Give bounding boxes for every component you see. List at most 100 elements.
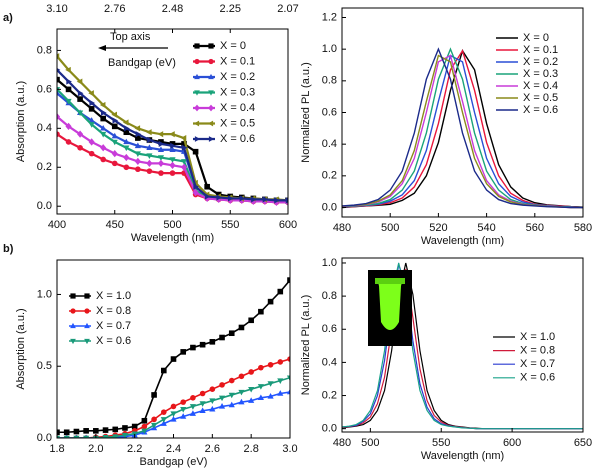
y-tick-label: 0.2 xyxy=(322,170,337,182)
y-tick-label: 0.5 xyxy=(37,360,52,372)
legend-label: X = 0 xyxy=(220,40,246,52)
x-tick-label: 550 xyxy=(221,219,239,231)
marker xyxy=(204,193,211,200)
marker xyxy=(267,381,274,387)
panel-label: a) xyxy=(3,12,13,24)
legend-marker xyxy=(208,58,214,65)
x-tick-label: 2.0 xyxy=(88,443,103,455)
marker xyxy=(88,150,95,157)
marker xyxy=(57,429,60,436)
legend-label: X = 0.8 xyxy=(96,305,131,317)
y-tick-label: 0.6 xyxy=(37,83,52,95)
marker xyxy=(180,407,187,413)
marker xyxy=(57,76,60,83)
marker xyxy=(89,99,96,107)
legend-label: X = 0.6 xyxy=(96,335,131,347)
marker xyxy=(169,161,176,169)
marker xyxy=(146,144,153,151)
marker xyxy=(238,373,245,380)
marker xyxy=(158,139,164,145)
y-tick-label: 0.2 xyxy=(322,389,337,401)
marker xyxy=(286,375,290,382)
legend-label: X = 1.0 xyxy=(520,331,555,343)
marker xyxy=(57,87,61,93)
x-tick-label: 3.0 xyxy=(282,443,297,455)
marker xyxy=(180,349,187,355)
marker xyxy=(204,194,211,203)
marker xyxy=(83,435,90,438)
marker xyxy=(189,404,196,410)
marker xyxy=(57,435,61,438)
legend-marker xyxy=(208,90,214,96)
marker xyxy=(65,139,72,145)
marker xyxy=(73,428,80,435)
marker xyxy=(219,382,225,388)
legend-marker xyxy=(194,73,200,80)
legend-label: X = 0.4 xyxy=(523,80,558,92)
marker xyxy=(100,156,106,163)
x-tick-label: 500 xyxy=(361,437,379,449)
legend-label: X = 0.3 xyxy=(523,68,558,80)
x-tick-label: 2.8 xyxy=(244,443,259,455)
marker xyxy=(170,142,176,149)
marker xyxy=(77,130,84,138)
marker xyxy=(93,428,99,434)
x-tick-label: 480 xyxy=(333,222,351,234)
marker xyxy=(112,117,119,124)
x-tick-label: 600 xyxy=(503,437,521,449)
marker xyxy=(189,410,196,416)
marker xyxy=(248,386,255,393)
marker xyxy=(204,183,210,190)
legend-marker xyxy=(208,43,214,49)
legend-label: X = 0.1 xyxy=(220,55,255,67)
marker xyxy=(286,388,290,395)
y-axis-label: Normalized PL (a.u.) xyxy=(300,62,312,162)
legend-marker xyxy=(208,104,214,112)
inset-tube xyxy=(378,282,402,330)
marker xyxy=(157,131,164,138)
marker xyxy=(228,401,235,408)
marker xyxy=(209,405,216,412)
legend-marker xyxy=(84,322,90,329)
marker xyxy=(228,330,235,337)
x-tick-label: 560 xyxy=(526,222,544,234)
marker xyxy=(146,168,153,174)
x-tick-label: 650 xyxy=(574,437,592,449)
legend-label: X = 0.5 xyxy=(523,92,558,104)
marker xyxy=(248,317,254,324)
marker xyxy=(267,393,274,399)
marker xyxy=(170,356,177,362)
y-tick-label: 1.0 xyxy=(37,288,52,300)
legend-marker xyxy=(194,136,201,142)
x-axis-label: Wavelength (nm) xyxy=(131,232,214,244)
x-tick-label: 450 xyxy=(106,219,124,231)
marker xyxy=(262,196,269,203)
marker xyxy=(277,359,284,365)
x-tick-label: 520 xyxy=(429,222,447,234)
y-tick-label: 0.8 xyxy=(37,44,52,56)
marker xyxy=(134,142,141,149)
marker xyxy=(111,160,118,167)
marker xyxy=(77,90,84,97)
arrow-head xyxy=(98,45,106,51)
y-tick-label: 0.4 xyxy=(37,122,52,134)
marker xyxy=(134,157,141,166)
x-tick-label: 580 xyxy=(574,222,592,234)
marker xyxy=(88,106,95,112)
x-tick-label: 540 xyxy=(477,222,495,234)
series-line xyxy=(342,47,583,209)
legend-marker xyxy=(194,104,200,112)
marker xyxy=(219,334,225,341)
marker xyxy=(123,129,130,136)
marker xyxy=(100,144,107,152)
marker xyxy=(135,135,141,141)
y-tick-label: 0.0 xyxy=(37,432,52,444)
legend-marker xyxy=(194,58,200,65)
marker xyxy=(287,356,290,362)
marker xyxy=(257,384,264,390)
marker xyxy=(277,390,284,396)
marker xyxy=(141,428,148,435)
marker xyxy=(65,122,72,131)
marker xyxy=(151,416,157,423)
marker xyxy=(63,435,70,438)
